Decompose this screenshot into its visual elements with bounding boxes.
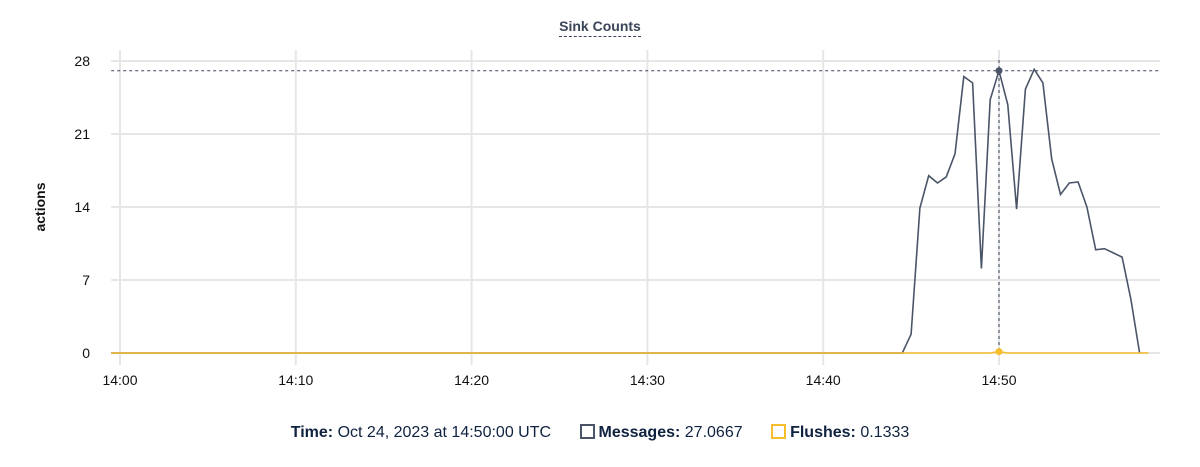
x-tick-label: 14:10 [278, 372, 313, 388]
x-tick-label: 14:50 [981, 372, 1016, 388]
flushes-swatch[interactable] [771, 424, 787, 439]
x-tick-label: 14:00 [102, 372, 137, 388]
y-tick-label: 28 [74, 53, 90, 69]
hover-point-messages [995, 67, 1003, 75]
messages-value: 27.0667 [684, 424, 743, 441]
hover-legend: Time: Oct 24, 2023 at 14:50:00 UTC Messa… [0, 424, 1200, 442]
legend-flushes[interactable]: Flushes: 0.1333 [771, 424, 909, 441]
y-tick-label: 21 [74, 126, 90, 142]
flushes-value: 0.1333 [860, 424, 910, 441]
chart-plot[interactable]: 0 7 14 21 28 14:00 14:10 14:20 14:30 14:40 14:50 ac… [0, 0, 1200, 400]
legend-messages[interactable]: Messages: 27.0667 [579, 424, 743, 441]
x-tick-label: 14:40 [806, 372, 841, 388]
y-tick-label: 7 [82, 272, 90, 288]
chart-title-text[interactable]: Sink Counts [559, 18, 641, 37]
series-line-messages [111, 67, 1141, 354]
time-label: Time: [290, 424, 334, 441]
x-tick-label: 14:20 [454, 372, 489, 388]
y-axis-label: actions [32, 182, 48, 231]
messages-label: Messages: [598, 424, 681, 441]
y-tick-label: 0 [82, 345, 90, 361]
messages-swatch[interactable] [579, 424, 595, 439]
time-value: Oct 24, 2023 at 14:50:00 UTC [337, 424, 552, 441]
series-line-flushes [111, 350, 1149, 354]
x-tick-label: 14:30 [630, 372, 665, 388]
y-tick-label: 14 [74, 199, 90, 215]
chart-title[interactable]: Sink Counts [0, 18, 1200, 37]
legend-time: Time: Oct 24, 2023 at 14:50:00 UTC [291, 424, 551, 441]
flushes-label: Flushes: [790, 424, 856, 441]
hover-point-flushes [995, 348, 1003, 356]
